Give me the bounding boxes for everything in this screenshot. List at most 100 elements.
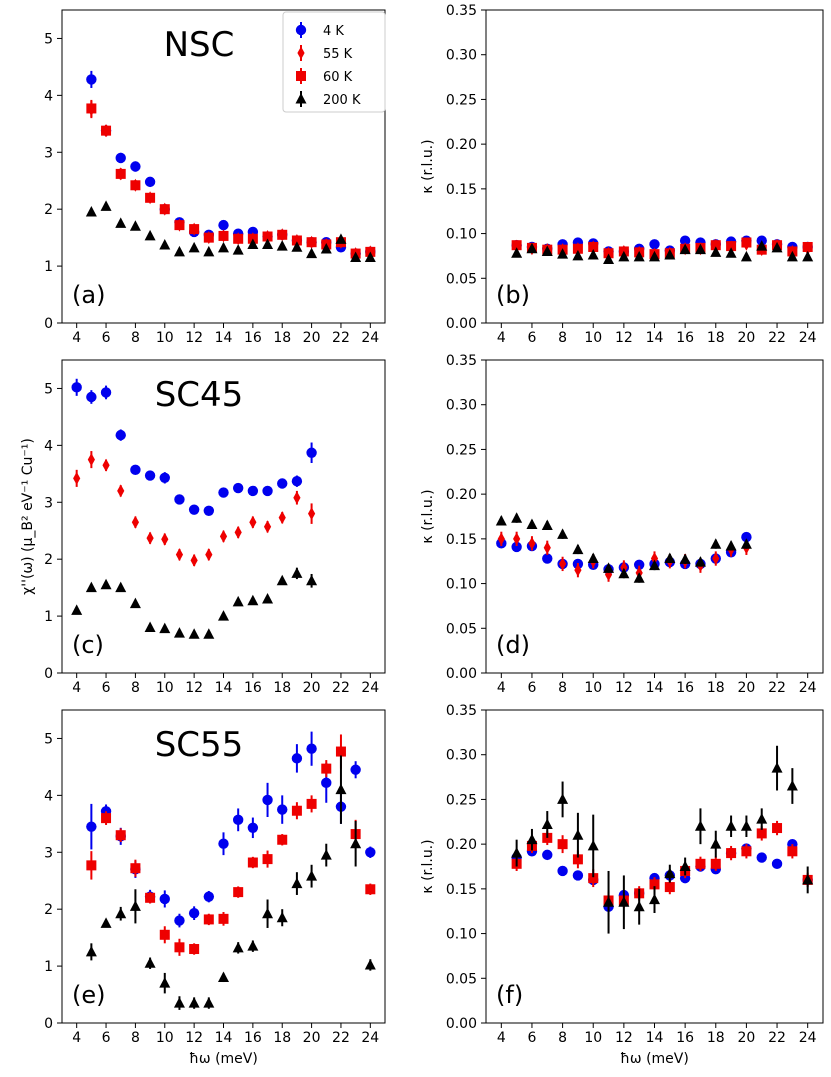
data-point bbox=[203, 914, 214, 925]
x-tick-label: 22 bbox=[332, 680, 350, 696]
x-tick-label: 24 bbox=[361, 330, 379, 346]
y-tick-label: 4 bbox=[44, 438, 53, 454]
x-axis-label: ħω (meV) bbox=[189, 1051, 258, 1067]
data-point bbox=[188, 997, 200, 1008]
data-point bbox=[205, 548, 213, 562]
y-tick-label: 2 bbox=[44, 902, 53, 918]
x-tick-label: 8 bbox=[131, 680, 140, 696]
x-tick-label: 8 bbox=[558, 330, 567, 346]
x-tick-label: 18 bbox=[273, 330, 291, 346]
y-tick-label: 0.05 bbox=[446, 621, 477, 637]
data-point bbox=[247, 238, 259, 249]
series-60-k bbox=[86, 734, 376, 956]
y-tick-label: 0.35 bbox=[446, 703, 477, 719]
data-point bbox=[291, 476, 303, 487]
x-tick-label: 8 bbox=[131, 330, 140, 346]
x-tick-label: 22 bbox=[768, 680, 786, 696]
x-tick-label: 12 bbox=[615, 680, 633, 696]
x-tick-label: 16 bbox=[244, 680, 262, 696]
data-point bbox=[802, 241, 813, 252]
series-4-k bbox=[511, 235, 813, 257]
data-point bbox=[694, 243, 706, 255]
x-tick-label: 18 bbox=[273, 680, 291, 696]
x-tick-label: 22 bbox=[332, 1030, 350, 1046]
data-point bbox=[664, 882, 675, 893]
data-point bbox=[725, 820, 737, 831]
data-point bbox=[159, 204, 170, 215]
x-tick-label: 14 bbox=[646, 1030, 664, 1046]
data-point bbox=[71, 382, 82, 393]
data-point bbox=[756, 240, 768, 251]
data-point bbox=[786, 250, 798, 262]
data-point bbox=[513, 532, 521, 546]
data-point bbox=[771, 762, 783, 773]
x-tick-label: 24 bbox=[799, 330, 817, 346]
x-tick-label: 18 bbox=[707, 1030, 725, 1046]
data-point bbox=[650, 552, 659, 566]
x-tick-label: 18 bbox=[707, 330, 725, 346]
data-point bbox=[633, 559, 645, 570]
x-tick-label: 20 bbox=[303, 1030, 321, 1046]
data-point bbox=[350, 251, 362, 263]
data-point bbox=[130, 863, 141, 874]
y-tick-label: 4 bbox=[44, 88, 53, 104]
y-tick-label: 0 bbox=[44, 316, 53, 332]
data-point bbox=[335, 233, 347, 244]
x-tick-label: 4 bbox=[72, 680, 81, 696]
data-point bbox=[787, 846, 798, 857]
data-point bbox=[262, 854, 273, 865]
data-point bbox=[541, 245, 553, 256]
y-tick-label: 0.00 bbox=[446, 1016, 477, 1032]
legend-box bbox=[282, 11, 386, 113]
data-point bbox=[174, 220, 185, 231]
y-tick-label: 0.35 bbox=[446, 3, 477, 19]
data-point bbox=[321, 763, 332, 774]
data-point bbox=[277, 478, 288, 489]
data-point bbox=[649, 239, 660, 250]
data-point bbox=[86, 391, 97, 403]
panel-letter: (a) bbox=[72, 281, 105, 309]
data-point bbox=[85, 206, 97, 217]
data-point bbox=[232, 595, 244, 607]
data-point bbox=[710, 538, 722, 549]
data-point bbox=[218, 230, 229, 241]
series-200-k bbox=[71, 567, 318, 639]
data-point bbox=[541, 818, 553, 829]
y-tick-label: 3 bbox=[44, 495, 53, 511]
data-point bbox=[262, 238, 274, 249]
x-tick-label: 20 bbox=[303, 330, 321, 346]
data-point bbox=[497, 532, 505, 546]
data-point bbox=[618, 896, 630, 907]
data-point bbox=[276, 240, 288, 251]
panel-f-frame bbox=[485, 709, 824, 1024]
y-tick-label: 0.25 bbox=[446, 792, 477, 808]
data-point bbox=[694, 820, 706, 831]
x-tick-label: 24 bbox=[799, 1030, 817, 1046]
x-tick-label: 10 bbox=[156, 1030, 174, 1046]
series-200-k bbox=[85, 200, 376, 263]
y-tick-label: 0.15 bbox=[446, 532, 477, 548]
data-point bbox=[588, 873, 599, 884]
data-point bbox=[188, 504, 200, 515]
x-tick-label: 16 bbox=[244, 1030, 262, 1046]
data-point bbox=[100, 917, 112, 928]
data-point bbox=[174, 915, 185, 926]
series-200-k bbox=[495, 512, 752, 583]
data-point bbox=[129, 220, 141, 231]
data-point bbox=[130, 180, 141, 191]
data-point bbox=[129, 597, 141, 609]
data-point bbox=[306, 237, 317, 248]
y-tick-label: 5 bbox=[44, 31, 53, 47]
x-tick-label: 6 bbox=[527, 330, 536, 346]
data-point bbox=[740, 250, 752, 262]
data-point bbox=[712, 552, 720, 566]
y-tick-label: 0.00 bbox=[446, 316, 477, 332]
data-point bbox=[174, 494, 185, 505]
y-tick-label: 1 bbox=[44, 609, 53, 625]
data-point bbox=[307, 507, 316, 521]
data-point bbox=[218, 219, 229, 231]
data-point bbox=[144, 621, 156, 632]
x-tick-label: 10 bbox=[156, 680, 174, 696]
data-point bbox=[710, 240, 721, 251]
data-point bbox=[710, 858, 721, 869]
